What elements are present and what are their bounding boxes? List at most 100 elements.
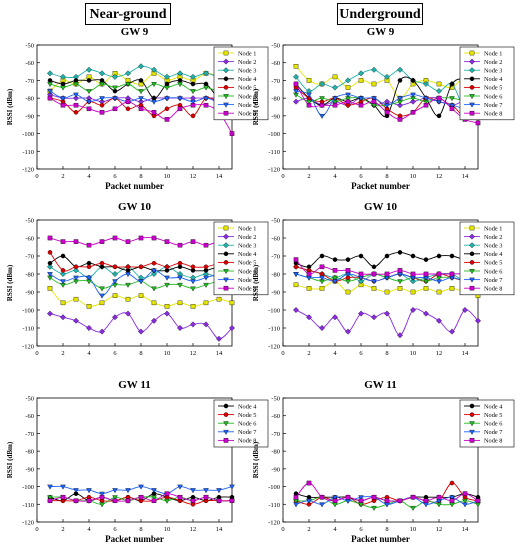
data-point [203,282,209,288]
y-tick-label: -110 [22,502,34,509]
y-tick-label: -80 [271,449,280,456]
data-point [306,314,312,321]
data-point [332,495,338,501]
data-point [423,102,429,108]
data-point [345,92,351,98]
data-point [216,498,222,504]
data-point [190,498,196,504]
data-point [319,494,325,500]
data-point [60,102,66,108]
data-point [332,257,338,262]
data-point [203,264,209,270]
data-point [319,253,325,259]
y-tick-label: -60 [25,413,34,420]
y-axis-label: RSSI (dBm) [252,88,260,125]
legend-marker [469,269,475,275]
y-tick-label: -110 [268,326,280,333]
data-point [73,102,79,108]
data-point [138,89,144,95]
data-point [47,70,53,77]
y-tick-label: -50 [25,43,34,50]
data-point [47,260,53,266]
data-point [410,289,416,295]
data-point [436,88,442,95]
data-point [449,103,455,109]
data-point [462,491,468,496]
y-tick-label: -120 [268,167,280,174]
data-point [332,279,338,285]
data-point [86,99,92,105]
y-tick-label: -90 [271,290,280,297]
legend-marker [223,67,229,74]
y-tick-label: -80 [271,272,280,279]
data-point [151,66,157,73]
legend-entry: Node 4 [238,251,257,258]
data-point [203,96,209,102]
data-point [203,70,209,77]
legend-marker [223,94,229,100]
x-tick-label: 0 [281,526,284,533]
data-point [177,484,183,490]
data-point [358,495,364,501]
y-tick-label: -80 [271,96,280,103]
data-point [125,498,131,504]
data-point [190,99,196,105]
legend-entry: Node 2 [238,59,256,66]
y-tick-label: -110 [22,149,34,156]
data-point [203,494,209,500]
data-point [60,279,66,285]
y-tick-label: -90 [271,466,280,473]
plot-area [282,397,479,523]
legend-entry: Node 8 [238,111,256,118]
data-point [190,286,196,292]
data-point [397,286,403,291]
legend-marker [469,429,475,435]
data-point [60,484,66,490]
x-tick-label: 10 [164,526,171,533]
data-point [86,242,92,248]
data-point [293,502,299,508]
data-point [190,73,196,80]
legend-marker [469,403,475,409]
legend-entry: Node 8 [484,438,502,445]
data-point [164,85,170,91]
data-point [99,78,105,83]
data-point [410,253,416,259]
data-point [177,78,183,83]
legend-entry: Node 4 [484,76,503,83]
legend-marker [223,438,229,443]
data-point [203,488,209,494]
y-tick-label: -70 [271,78,280,85]
x-tick-label: 14 [216,526,223,533]
data-point [164,81,170,87]
y-tick-label: -70 [25,78,34,85]
data-point [99,286,105,292]
data-point [345,279,351,285]
data-point [112,488,118,494]
y-tick-label: -60 [271,413,280,420]
data-point [229,131,235,136]
y-tick-label: -120 [22,167,34,174]
y-tick-label: -60 [25,60,34,67]
data-point [164,282,170,288]
legend-entry: Node 6 [238,268,256,275]
x-tick-label: 2 [307,173,310,180]
data-point [190,89,196,95]
data-point [99,102,105,108]
x-tick-label: 8 [385,350,388,357]
legend-marker [469,260,475,265]
x-tick-label: 6 [359,173,363,180]
data-point [190,279,196,285]
x-tick-label: 0 [35,350,38,357]
legend-box [459,46,515,121]
data-point [60,239,66,244]
data-point [410,92,416,98]
data-point [164,96,170,102]
data-point [138,106,144,112]
data-point [462,307,468,313]
data-point [449,106,455,112]
data-point [138,279,144,285]
data-point [99,491,105,497]
y-axis-label: RSSI (dBm) [6,88,14,125]
